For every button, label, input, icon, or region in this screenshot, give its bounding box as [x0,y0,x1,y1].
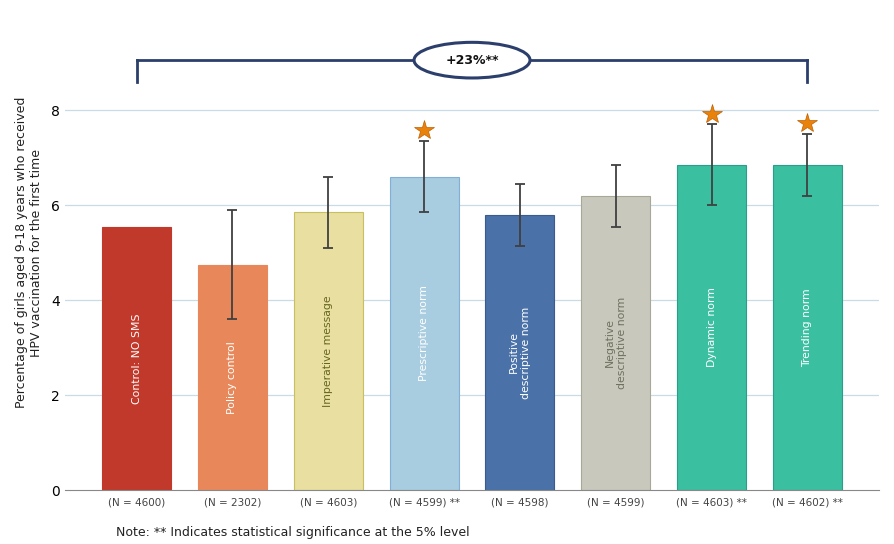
Text: Note: ** Indicates statistical significance at the 5% level: Note: ** Indicates statistical significa… [116,526,470,539]
Text: Prescriptive norm: Prescriptive norm [419,286,429,381]
Text: Positive
descriptive norm: Positive descriptive norm [510,306,531,399]
Text: Dynamic norm: Dynamic norm [706,288,717,367]
Text: Negative
descriptive norm: Negative descriptive norm [605,297,627,389]
Text: +23%**: +23%** [445,54,499,67]
Bar [102,226,171,490]
Ellipse shape [414,42,530,78]
Bar [390,177,459,490]
Bar [198,264,267,490]
Bar [773,165,842,490]
Bar [294,212,363,490]
Text: Imperative message: Imperative message [324,295,333,407]
Bar [485,215,554,490]
Y-axis label: Percentage of girls aged 9-18 years who received
HPV vaccination for the first t: Percentage of girls aged 9-18 years who … [15,97,43,409]
Bar [581,196,650,490]
Bar [677,165,746,490]
Text: Policy control: Policy control [227,341,238,414]
Text: Control: NO SMS: Control: NO SMS [131,313,141,404]
Text: Trending norm: Trending norm [803,288,813,367]
